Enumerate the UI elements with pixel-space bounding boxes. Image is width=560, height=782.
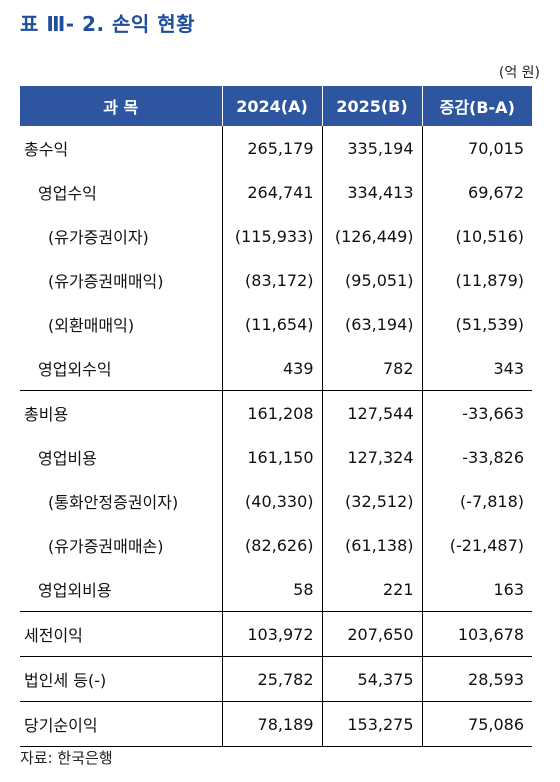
table-row: (통화안정증권이자) (40,330) (32,512) (-7,818) (20, 479, 532, 523)
row-label: (유가증권매매익) (48, 272, 164, 291)
cell-change: 69,672 (421, 170, 532, 214)
table-row: 영업수익 264,741 334,413 69,672 (20, 170, 532, 214)
cell-change: (11,879) (421, 258, 532, 302)
table-row: 총수익 265,179 335,194 70,015 (20, 126, 532, 170)
table-row: 영업비용 161,150 127,324 -33,826 (20, 435, 532, 479)
cell-2024: (11,654) (221, 302, 322, 346)
cell-change: 343 (421, 346, 532, 391)
cell-2025: 221 (321, 567, 422, 612)
cell-2025: 207,650 (321, 611, 422, 657)
cell-change: (10,516) (421, 214, 532, 258)
income-statement-table: 과 목 2024(A) 2025(B) 증감(B-A) 총수익 265,179 … (20, 86, 532, 747)
row-label: 영업비용 (38, 449, 97, 468)
row-label: 영업외수익 (38, 360, 112, 379)
cell-2024: 78,189 (221, 701, 322, 747)
cell-change: 28,593 (421, 656, 532, 702)
row-label: (통화안정증권이자) (48, 493, 179, 512)
cell-2025: 54,375 (321, 656, 422, 702)
cell-2025: 153,275 (321, 701, 422, 747)
header-2025: 2025(B) (321, 86, 422, 126)
table-row: 세전이익 103,972 207,650 103,678 (20, 611, 532, 657)
row-label: (외환매매익) (48, 316, 135, 335)
cell-2025: 127,324 (321, 435, 422, 479)
table-row: (유가증권매매익) (83,172) (95,051) (11,879) (20, 258, 532, 302)
table-title: 표 Ⅲ- 2. 손익 현황 (20, 12, 196, 36)
row-label: 영업수익 (38, 184, 97, 203)
cell-2024: 265,179 (221, 126, 322, 170)
cell-2024: 439 (221, 346, 322, 391)
table-row: 법인세 등(-) 25,782 54,375 28,593 (20, 656, 532, 702)
cell-2025: 782 (321, 346, 422, 391)
row-label: 총비용 (20, 390, 222, 435)
row-label: (유가증권매매손) (48, 537, 164, 556)
cell-2025: (126,449) (321, 214, 422, 258)
row-label: 법인세 등(-) (20, 656, 222, 702)
cell-change: 70,015 (421, 126, 532, 170)
cell-2025: (63,194) (321, 302, 422, 346)
header-change: 증감(B-A) (421, 86, 532, 126)
cell-2024: 103,972 (221, 611, 322, 657)
row-label: (유가증권이자) (48, 228, 149, 247)
cell-change: (51,539) (421, 302, 532, 346)
table-row: 영업외비용 58 221 163 (20, 567, 532, 612)
cell-2024: (83,172) (221, 258, 322, 302)
cell-2025: (32,512) (321, 479, 422, 523)
cell-2024: 25,782 (221, 656, 322, 702)
cell-change: 75,086 (421, 701, 532, 747)
cell-change: (-21,487) (421, 523, 532, 567)
cell-2024: 58 (221, 567, 322, 612)
cell-change: -33,826 (421, 435, 532, 479)
source-note: 자료: 한국은행 (20, 749, 113, 767)
cell-change: (-7,818) (421, 479, 532, 523)
cell-2025: 335,194 (321, 126, 422, 170)
cell-2025: (61,138) (321, 523, 422, 567)
cell-2024: (40,330) (221, 479, 322, 523)
table-header-row: 과 목 2024(A) 2025(B) 증감(B-A) (20, 86, 532, 126)
table-row: 영업외수익 439 782 343 (20, 346, 532, 391)
table-row: (유가증권이자) (115,933) (126,449) (10,516) (20, 214, 532, 258)
cell-change: 163 (421, 567, 532, 612)
row-label: 세전이익 (20, 611, 222, 657)
cell-change: 103,678 (421, 611, 532, 657)
header-2024: 2024(A) (221, 86, 322, 126)
header-account: 과 목 (20, 86, 222, 126)
row-label: 총수익 (24, 140, 69, 159)
cell-change: -33,663 (421, 390, 532, 435)
row-label: 영업외비용 (38, 581, 112, 600)
row-label: 당기순이익 (20, 701, 222, 747)
cell-2025: 334,413 (321, 170, 422, 214)
table-row: 당기순이익 78,189 153,275 75,086 (20, 701, 532, 747)
table-row: 총비용 161,208 127,544 -33,663 (20, 390, 532, 435)
cell-2024: 264,741 (221, 170, 322, 214)
cell-2025: (95,051) (321, 258, 422, 302)
table-row: (유가증권매매손) (82,626) (61,138) (-21,487) (20, 523, 532, 567)
cell-2025: 127,544 (321, 390, 422, 435)
cell-2024: (82,626) (221, 523, 322, 567)
table-row: (외환매매익) (11,654) (63,194) (51,539) (20, 302, 532, 346)
cell-2024: 161,150 (221, 435, 322, 479)
cell-2024: (115,933) (221, 214, 322, 258)
unit-label: (억 원) (498, 65, 540, 81)
cell-2024: 161,208 (221, 390, 322, 435)
